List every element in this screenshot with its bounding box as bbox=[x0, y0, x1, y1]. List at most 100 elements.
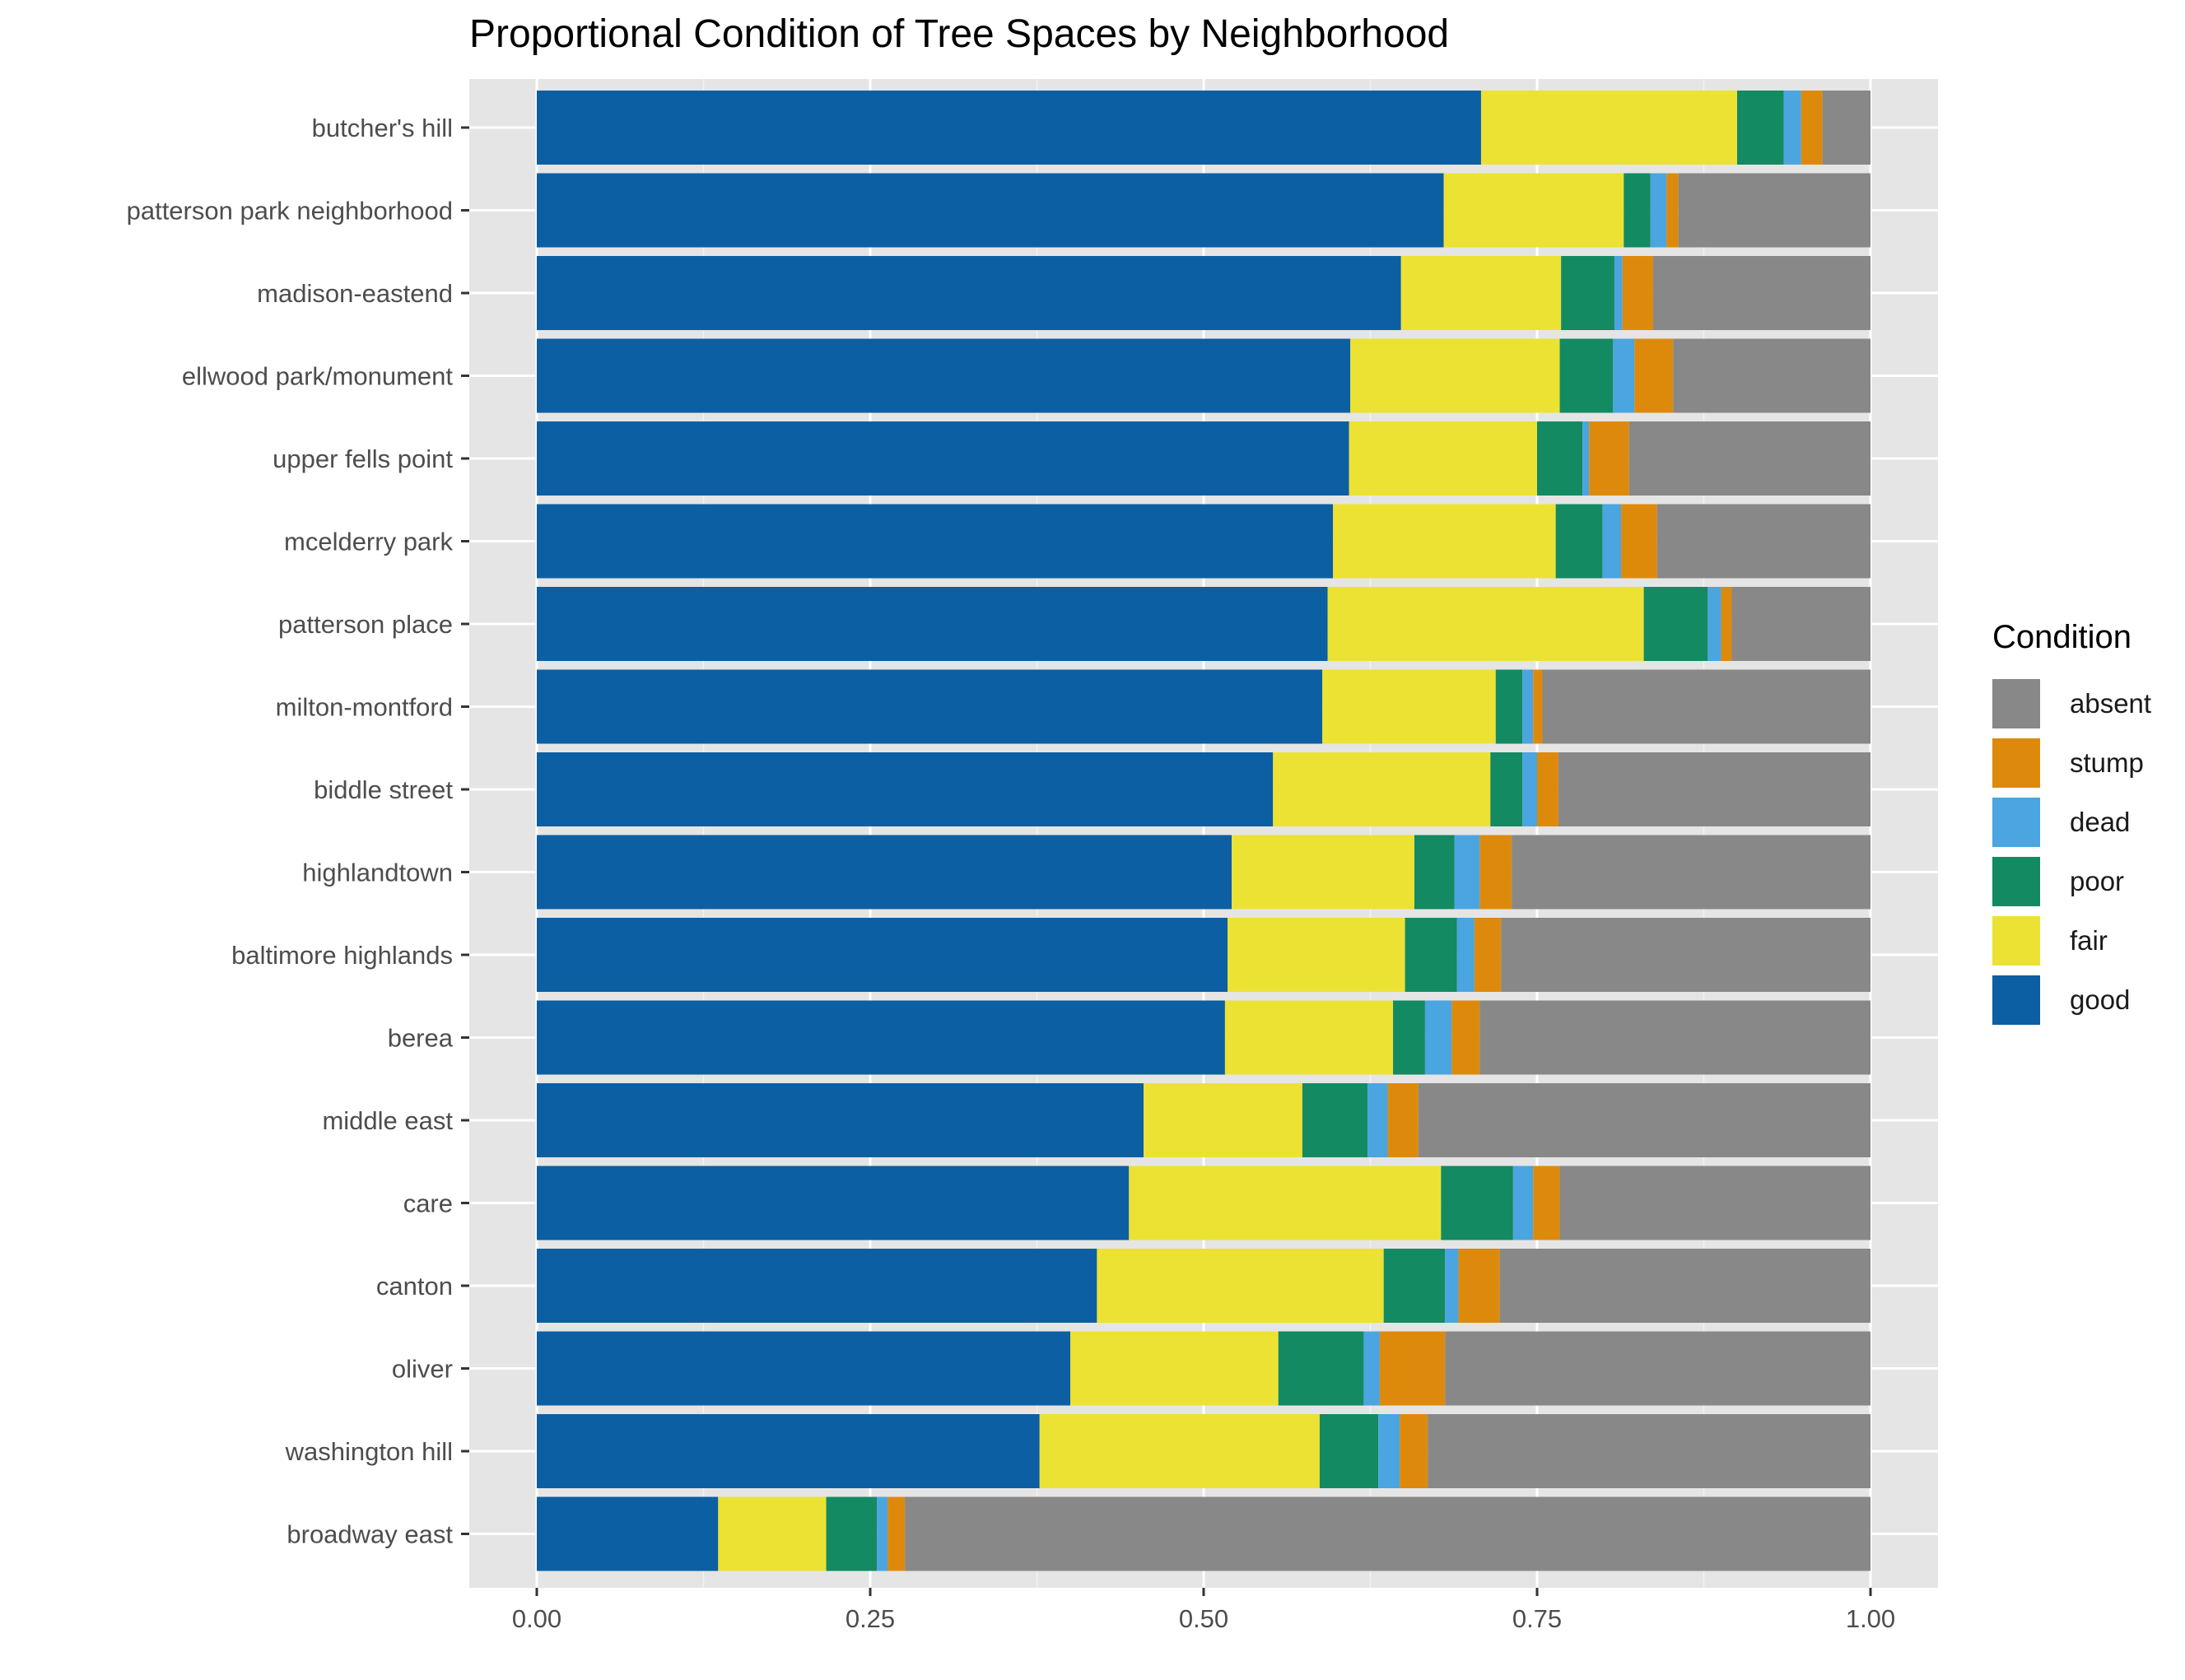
bar-segment-absent bbox=[1499, 1249, 1871, 1323]
bar-segment-absent bbox=[1558, 752, 1871, 826]
bar-segment-absent bbox=[1628, 421, 1871, 496]
bar-segment-stump bbox=[888, 1496, 906, 1571]
bar-segment-dead bbox=[1367, 1083, 1388, 1157]
bar-segment-poor bbox=[1490, 752, 1523, 826]
legend-label-fair: fair bbox=[2070, 925, 2108, 956]
bar-segment-fair bbox=[1443, 173, 1624, 248]
bar-segment-good bbox=[537, 256, 1401, 330]
bar-segment-absent bbox=[1542, 669, 1871, 744]
bar-segment-stump bbox=[1721, 587, 1732, 661]
legend-item-absent: absent bbox=[1992, 674, 2151, 733]
bar-segment-stump bbox=[1400, 1414, 1428, 1488]
bar-segment-good bbox=[537, 1166, 1130, 1240]
bar-segment-poor bbox=[1278, 1331, 1364, 1406]
y-tick-label: upper fells point bbox=[273, 444, 453, 473]
bar-segment-good bbox=[537, 669, 1323, 744]
bar-segment-stump bbox=[1533, 1166, 1560, 1240]
bar-segment-poor bbox=[1537, 421, 1583, 496]
legend-key-absent bbox=[1992, 679, 2040, 728]
bar-segment-stump bbox=[1451, 1000, 1480, 1075]
bar-segment-stump bbox=[1589, 421, 1629, 496]
legend-item-dead: dead bbox=[1992, 793, 2151, 852]
legend-title: Condition bbox=[1992, 619, 2132, 655]
bar-segment-poor bbox=[1414, 835, 1455, 910]
y-tick-label: patterson place bbox=[278, 610, 453, 639]
y-tick-label: washington hill bbox=[285, 1437, 453, 1466]
bar-segment-absent bbox=[1418, 1083, 1871, 1157]
legend-item-good: good bbox=[1992, 970, 2151, 1030]
bar-segment-absent bbox=[1656, 504, 1871, 579]
bars bbox=[537, 91, 1871, 1571]
y-tick-label: madison-eastend bbox=[257, 279, 453, 308]
bar-segment-stump bbox=[1533, 669, 1543, 744]
bar-segment-absent bbox=[1822, 91, 1871, 165]
y-tick-label: oliver bbox=[392, 1355, 453, 1384]
bar-segment-dead bbox=[1378, 1414, 1400, 1488]
bar-segment-stump bbox=[1622, 256, 1653, 330]
bar-segment-poor bbox=[1643, 587, 1708, 661]
bar-segment-absent bbox=[1512, 835, 1871, 910]
bar-segment-fair bbox=[1273, 752, 1491, 826]
bar-segment-dead bbox=[1522, 752, 1537, 826]
bar-segment-dead bbox=[1363, 1331, 1380, 1406]
bar-segment-dead bbox=[1582, 421, 1590, 496]
bar-segment-fair bbox=[1144, 1083, 1302, 1157]
bar-segment-poor bbox=[1555, 504, 1603, 579]
legend-items: absent stump dead poor fair good bbox=[1992, 674, 2151, 1030]
bar-segment-good bbox=[537, 173, 1444, 248]
bar-segment-stump bbox=[1387, 1083, 1419, 1157]
bar-segment-good bbox=[537, 338, 1351, 413]
y-tick-label: highlandtown bbox=[302, 859, 453, 887]
bar-segment-absent bbox=[1559, 1166, 1871, 1240]
bar-segment-stump bbox=[1458, 1249, 1500, 1323]
bar-segment-dead bbox=[1424, 1000, 1452, 1075]
bar-segment-poor bbox=[1319, 1414, 1379, 1488]
x-tick-label: 0.75 bbox=[1512, 1604, 1562, 1633]
bar-segment-fair bbox=[1400, 256, 1562, 330]
bar-segment-fair bbox=[1070, 1331, 1279, 1406]
bar-segment-absent bbox=[1678, 173, 1871, 248]
y-tick-label: milton-montford bbox=[276, 693, 453, 722]
bar-segment-good bbox=[537, 1000, 1225, 1075]
x-tick-label: 0.50 bbox=[1179, 1604, 1228, 1633]
y-tick-label: middle east bbox=[322, 1106, 453, 1135]
legend-label-dead: dead bbox=[2070, 807, 2131, 837]
chart-title: Proportional Condition of Tree Spaces by… bbox=[469, 12, 1450, 56]
bar-segment-absent bbox=[1479, 1000, 1871, 1075]
y-tick-label: mcelderry park bbox=[284, 528, 453, 556]
bar-segment-dead bbox=[1456, 918, 1475, 992]
bar-segment-dead bbox=[1602, 504, 1622, 579]
y-tick-label: broadway east bbox=[287, 1520, 453, 1549]
bar-segment-fair bbox=[1039, 1414, 1320, 1488]
bar-segment-fair bbox=[718, 1496, 827, 1571]
bar-segment-dead bbox=[877, 1496, 888, 1571]
bar-segment-good bbox=[537, 91, 1481, 165]
bar-segment-fair bbox=[1232, 835, 1414, 910]
bar-segment-stump bbox=[1379, 1331, 1446, 1406]
bar-segment-poor bbox=[1737, 91, 1784, 165]
bar-segment-good bbox=[537, 835, 1232, 910]
bar-segment-fair bbox=[1480, 91, 1737, 165]
bar-segment-fair bbox=[1350, 338, 1560, 413]
bar-segment-absent bbox=[905, 1496, 1871, 1571]
bar-segment-dead bbox=[1613, 338, 1635, 413]
legend-label-good: good bbox=[2070, 984, 2131, 1015]
bar-segment-dead bbox=[1522, 669, 1534, 744]
bar-segment-good bbox=[537, 1331, 1070, 1406]
legend-label-poor: poor bbox=[2070, 866, 2125, 896]
bar-segment-absent bbox=[1501, 918, 1871, 992]
y-tick-label: patterson park neighborhood bbox=[127, 197, 453, 226]
bar-segment-good bbox=[537, 504, 1334, 579]
bar-segment-fair bbox=[1333, 504, 1556, 579]
bar-segment-poor bbox=[826, 1496, 878, 1571]
bar-segment-fair bbox=[1327, 587, 1644, 661]
bar-segment-absent bbox=[1673, 338, 1871, 413]
bar-segment-good bbox=[537, 1249, 1097, 1323]
y-tick-label: care bbox=[403, 1189, 453, 1218]
bar-segment-poor bbox=[1302, 1083, 1368, 1157]
bar-segment-good bbox=[537, 1496, 719, 1571]
bar-segment-stump bbox=[1479, 835, 1512, 910]
legend-item-fair: fair bbox=[1992, 911, 2151, 970]
bar-segment-good bbox=[537, 1414, 1040, 1488]
bar-segment-fair bbox=[1349, 421, 1537, 496]
